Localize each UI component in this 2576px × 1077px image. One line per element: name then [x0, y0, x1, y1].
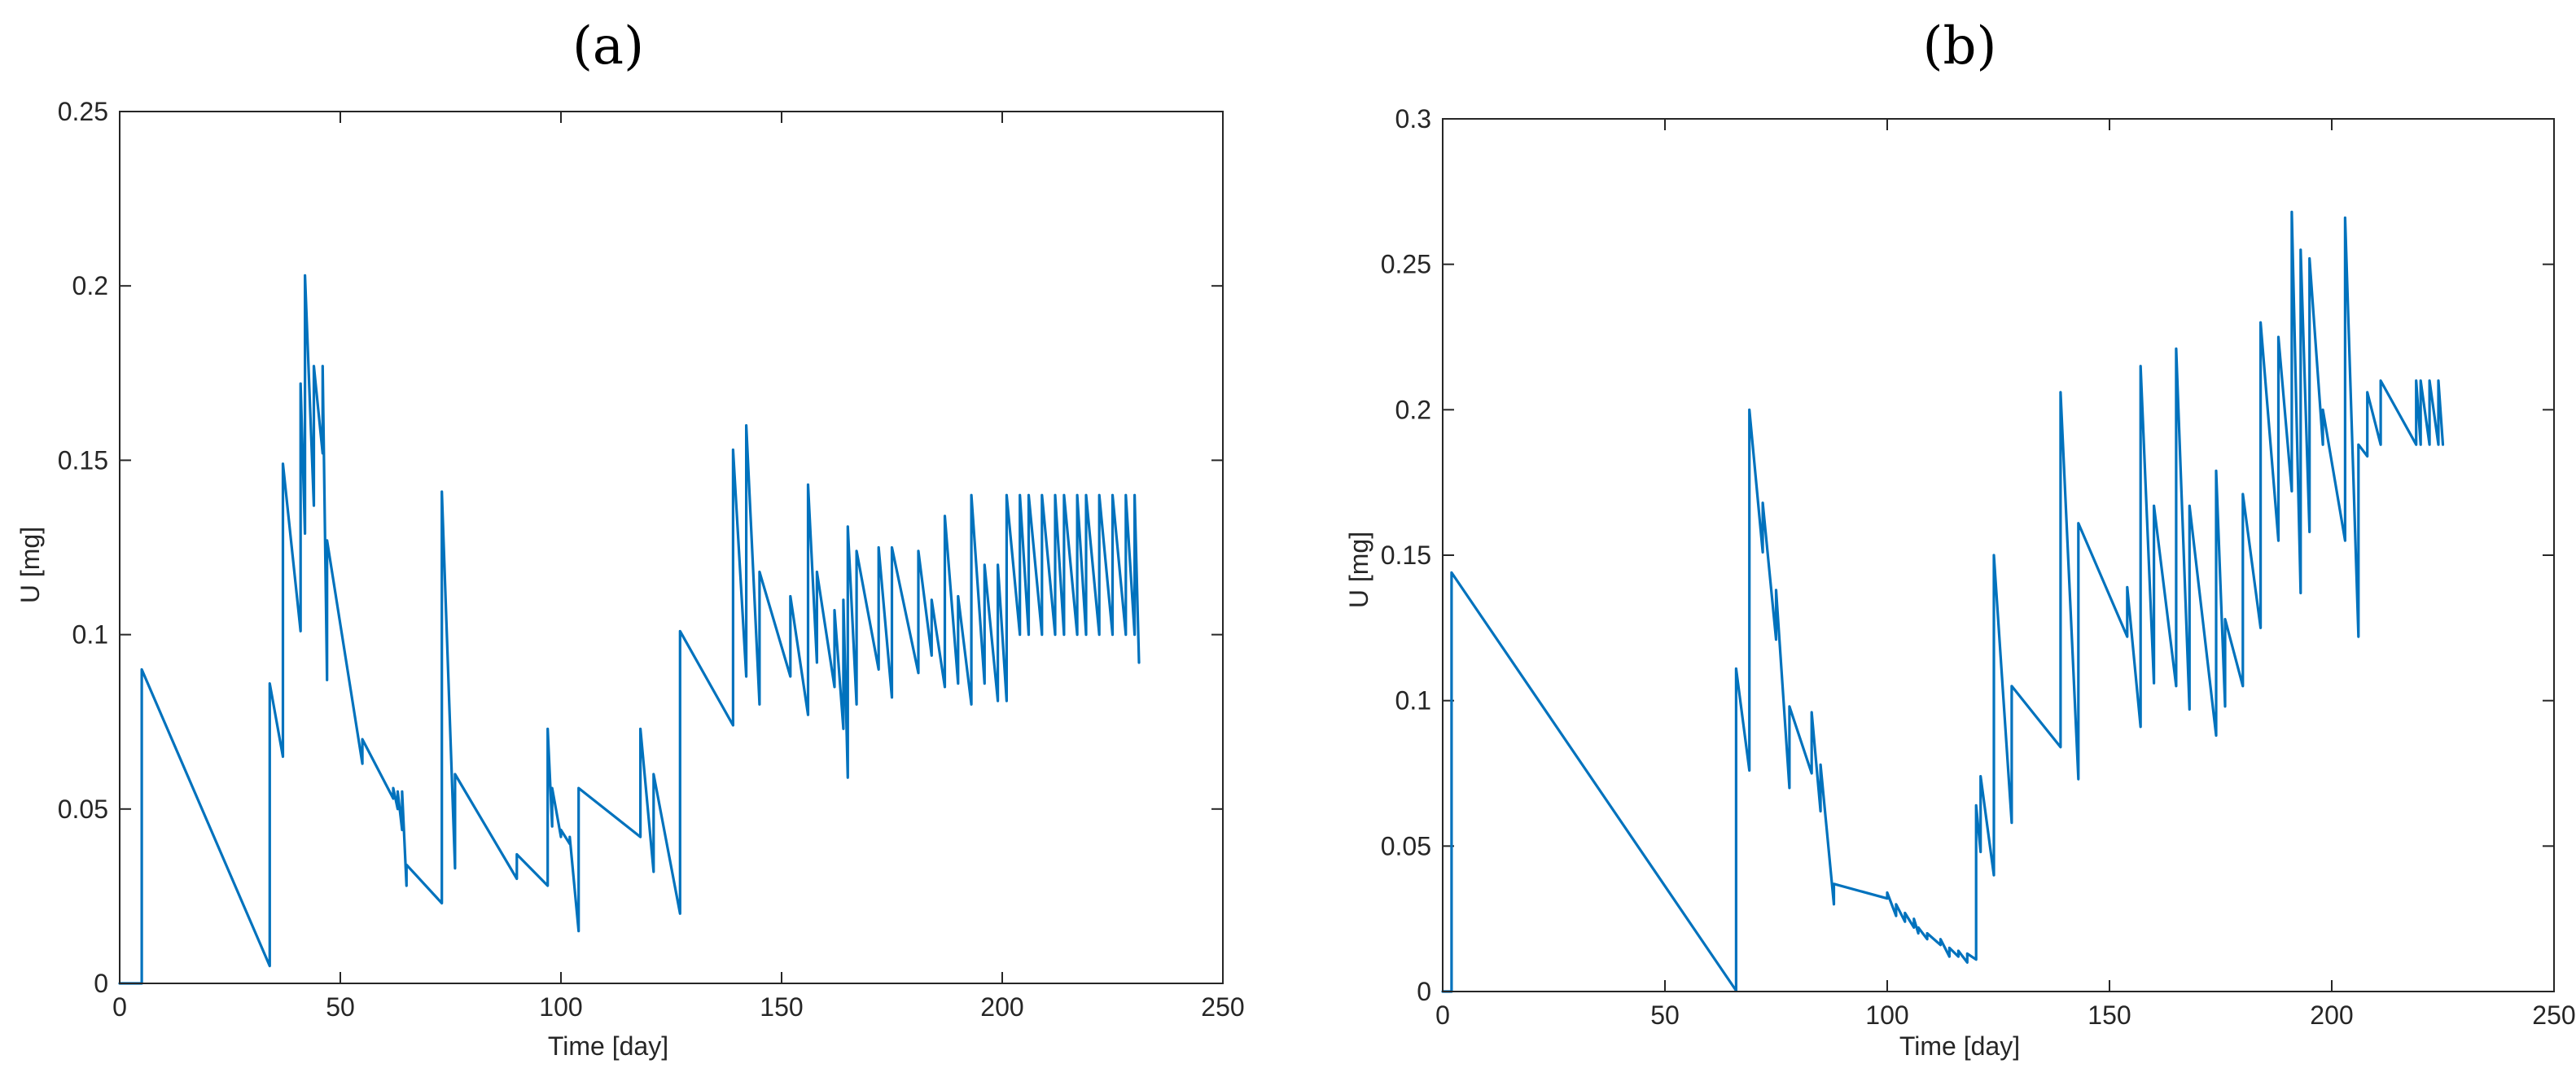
- panel-b-ticks: 0 50 100 150 200 250 0 0.05 0.1 0.15 0.2 0.25 0.3: [1381, 104, 2576, 1030]
- panel-a-xtick-label: 250: [1201, 992, 1244, 1022]
- panel-a-axes-box: [119, 111, 1224, 984]
- panel-b-ytick-label: 0.3: [1395, 104, 1431, 134]
- panel-a-ylabel: U [mg]: [15, 527, 45, 603]
- panel-b-ylabel: U [mg]: [1344, 532, 1373, 608]
- panel-a-ytick-label: 0.1: [72, 620, 108, 650]
- panel-a-xlabel: Time [day]: [548, 1031, 668, 1061]
- panel-a-ytick-label: 0: [94, 969, 108, 998]
- panel-a: (a) Time [day] U [mg] 0 50 100 150 200 250 0 0.…: [15, 16, 1245, 1061]
- panel-a-ytick-label: 0.15: [58, 445, 108, 475]
- panel-b-series-line: [1441, 210, 2445, 993]
- panel-a-series-line: [118, 274, 1141, 985]
- panel-a-xtick-label: 150: [760, 992, 803, 1022]
- panel-a-xtick-label: 50: [326, 992, 355, 1022]
- panel-b-xtick-label: 0: [1435, 1000, 1450, 1030]
- panel-b-ytick-label: 0.15: [1381, 541, 1431, 570]
- panel-b-axes-box: [1442, 118, 2555, 992]
- panel-b-ytick-label: 0.25: [1381, 250, 1431, 279]
- panel-b-ytick-label: 0.2: [1395, 395, 1431, 424]
- panel-a-ytick-label: 0.25: [58, 97, 108, 126]
- panel-a-xtick-label: 100: [539, 992, 582, 1022]
- panel-b-ytick-label: 0.05: [1381, 831, 1431, 860]
- panel-b-ytick-label: 0: [1417, 977, 1431, 1006]
- panel-a-title: (a): [572, 16, 644, 77]
- panel-b-xtick-label: 100: [1865, 1000, 1908, 1030]
- panel-a-xtick-label: 0: [112, 992, 127, 1022]
- panel-a-ytick-label: 0.05: [58, 795, 108, 824]
- panel-b-xlabel: Time [day]: [1899, 1031, 2020, 1061]
- panel-b-ytick-label: 0.1: [1395, 686, 1431, 716]
- panel-a-ticks: 0 50 100 150 200 250 0 0.05 0.1 0.15 0.2 0.25: [58, 97, 1245, 1022]
- panel-a-ytick-label: 0.2: [72, 271, 108, 300]
- panel-b-xtick-label: 200: [2310, 1000, 2353, 1030]
- panel-b-xtick-label: 250: [2532, 1000, 2575, 1030]
- panel-a-xtick-label: 200: [980, 992, 1023, 1022]
- panel-b: (b) Time [day] U [mg] 0 50 100 150 200 250 0 0.…: [1344, 16, 2576, 1061]
- panel-b-title: (b): [1923, 16, 1997, 77]
- panel-b-xtick-label: 50: [1650, 1000, 1680, 1030]
- panel-b-xtick-label: 150: [2088, 1000, 2131, 1030]
